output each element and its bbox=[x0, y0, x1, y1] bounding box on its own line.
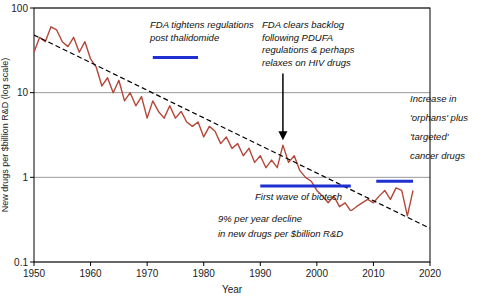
annotation-texts: FDA tightens regulations post thalidomide… bbox=[149, 19, 468, 242]
x-tick-label: 2000 bbox=[306, 268, 329, 279]
series-line bbox=[34, 27, 413, 216]
x-tick-label: 1980 bbox=[193, 268, 216, 279]
annotation-text: Increase in bbox=[410, 93, 456, 104]
y-tick bbox=[30, 177, 34, 178]
x-tick-label: 1950 bbox=[23, 268, 46, 279]
annotation-arrow-shaft bbox=[282, 74, 284, 134]
period-bar bbox=[376, 180, 413, 183]
annotation-text: 9% per year decline bbox=[218, 213, 302, 224]
annotation-text: regulations & perhaps bbox=[262, 44, 355, 55]
annotation-text: following PDUFA bbox=[262, 32, 333, 43]
x-tick-label: 1970 bbox=[136, 268, 159, 279]
y-tick-label: 0.1 bbox=[14, 257, 28, 268]
x-tick bbox=[34, 262, 35, 266]
y-tick-label: 1 bbox=[22, 172, 28, 183]
plot-frame bbox=[34, 8, 430, 262]
x-tick-label: 2020 bbox=[419, 268, 442, 279]
annotation-text: FDA tightens regulations bbox=[150, 19, 254, 30]
x-tick bbox=[203, 262, 204, 266]
x-tick-label: 1990 bbox=[249, 268, 272, 279]
plot-area bbox=[34, 27, 430, 229]
y-tick bbox=[30, 8, 34, 9]
annotation-text: FDA clears backlog bbox=[262, 19, 345, 30]
annotation-text: relaxes on HIV drugs bbox=[262, 57, 351, 68]
x-tick bbox=[147, 262, 148, 266]
x-axis-label: Year bbox=[222, 284, 243, 295]
annotation-text: 'targeted' bbox=[410, 131, 450, 142]
x-tick bbox=[316, 262, 317, 266]
trend-line bbox=[34, 35, 430, 228]
x-tick-label: 2010 bbox=[362, 268, 385, 279]
x-tick-label: 1960 bbox=[79, 268, 102, 279]
grid-line bbox=[34, 92, 430, 93]
period-bar bbox=[153, 56, 198, 59]
y-tick-label: 100 bbox=[11, 3, 28, 14]
y-axis-label: New drugs per $billion R&D (log scale) bbox=[0, 58, 10, 213]
annotation-text: 'orphans' plus bbox=[410, 112, 468, 123]
y-tick bbox=[30, 262, 34, 263]
chart: 0.1 1 10 100 1950 1960 1970 1980 1990 2000 2010 202… bbox=[0, 0, 500, 300]
annotation-text: in new drugs per $billion R&D bbox=[218, 228, 343, 239]
annotation-text: First wave of biotech bbox=[255, 191, 342, 202]
x-tick bbox=[430, 262, 431, 266]
x-tick bbox=[90, 262, 91, 266]
note-background bbox=[215, 211, 378, 242]
period-bar bbox=[260, 185, 351, 188]
x-tick bbox=[373, 262, 374, 266]
annotation-text: post thalidomide bbox=[149, 32, 219, 43]
grid-line bbox=[34, 177, 430, 178]
x-tick bbox=[260, 262, 261, 266]
annotation-arrow-head bbox=[278, 131, 287, 140]
annotation-text: cancer drugs bbox=[410, 150, 465, 161]
y-tick-label: 10 bbox=[17, 87, 29, 98]
y-tick bbox=[30, 92, 34, 93]
